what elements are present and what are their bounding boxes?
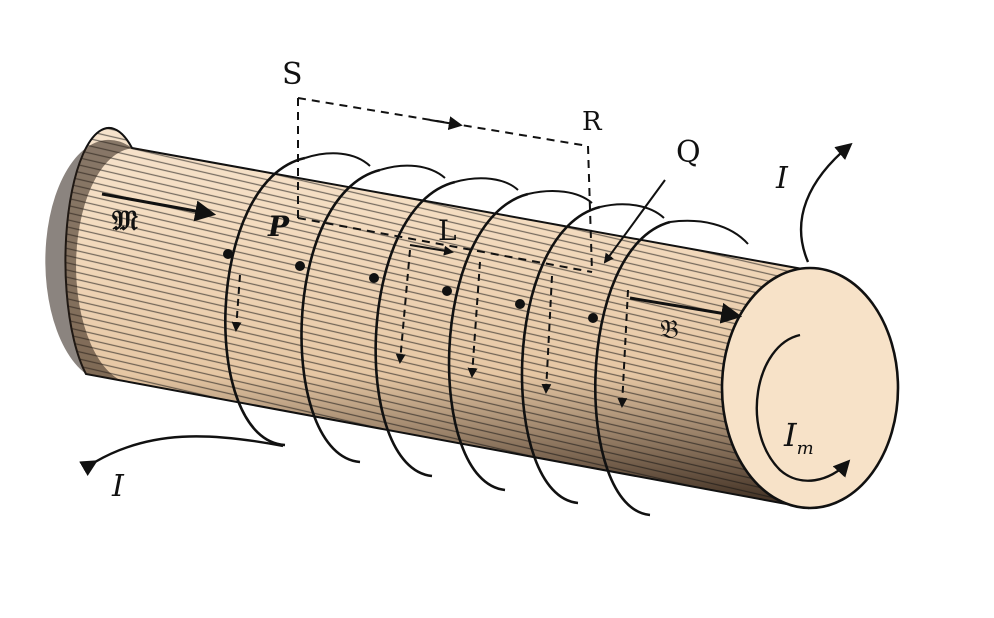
label-Im-main: I <box>783 416 798 454</box>
winding-3 <box>374 180 456 478</box>
q-pointer <box>603 179 666 264</box>
label-Im-sub: m <box>797 438 814 459</box>
solenoid-windings <box>224 156 671 517</box>
wire-out <box>799 142 853 263</box>
label-I-bottom: I <box>111 469 125 504</box>
label-Q: Q <box>676 135 701 170</box>
label-B: 𝔅 <box>660 315 679 345</box>
winding-6 <box>593 220 671 517</box>
l-arrow <box>409 244 454 256</box>
label-I-top: I <box>775 161 789 196</box>
label-M: 𝔐 <box>112 204 138 237</box>
cylinder-left-end <box>45 139 150 380</box>
label-L: L <box>438 214 457 247</box>
winding-current-arrows <box>231 249 629 408</box>
winding-5 <box>520 205 601 505</box>
label-S: S <box>282 57 303 92</box>
label-Im: Im <box>783 416 814 459</box>
loop-direction-arrow <box>429 116 463 131</box>
surface-current-arrow <box>755 333 851 482</box>
winding-2 <box>300 168 381 464</box>
label-P: P <box>267 210 290 243</box>
winding-1 <box>224 156 306 447</box>
winding-dots <box>223 249 598 323</box>
wire-in <box>79 435 284 477</box>
winding-tops <box>304 152 749 245</box>
winding-4 <box>447 192 529 492</box>
b-field-arrow <box>629 296 743 324</box>
label-R: R <box>582 107 603 137</box>
magnetization-arrow <box>101 192 217 222</box>
cylinder-hatching <box>65 127 809 508</box>
cylinder-right-end-face <box>720 266 900 510</box>
